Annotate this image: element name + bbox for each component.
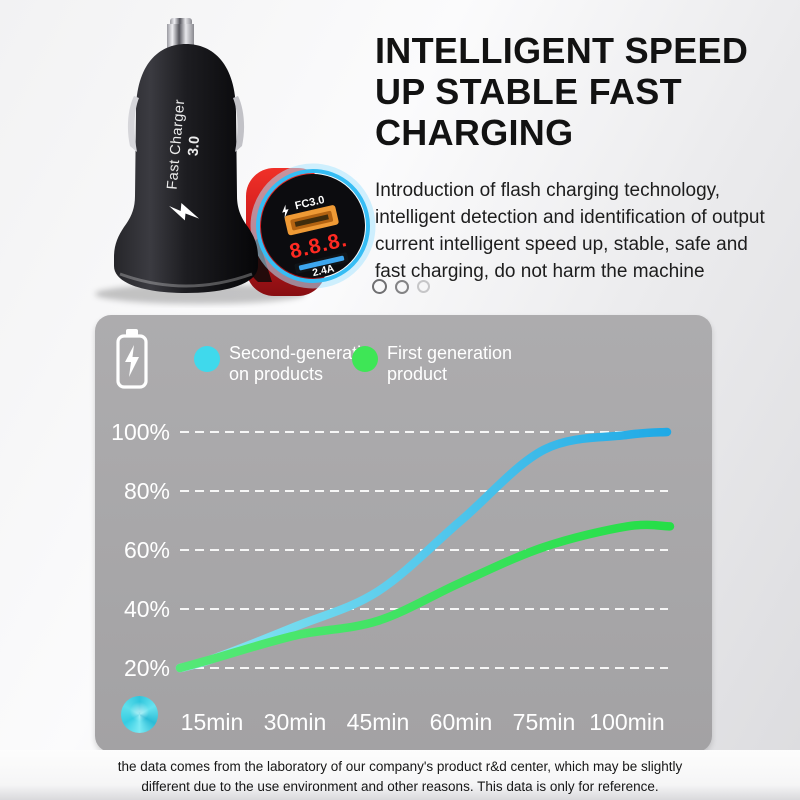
lightning-bolt-icon — [169, 203, 200, 221]
red-charger-face: FC3.0 8.8.8. 2.4A — [250, 163, 376, 289]
disc-icon — [121, 696, 158, 733]
disclaimer-line: different due to the use environment and… — [141, 779, 659, 794]
legend-dot — [352, 346, 378, 372]
y-axis-labels: 100% 80% 60% 40% 20% — [111, 419, 170, 681]
charger-label-line1: Fast Charger — [165, 99, 189, 191]
lightning-bolt-icon — [282, 204, 289, 219]
red-charger: FC3.0 8.8.8. 2.4A — [245, 163, 376, 296]
footer: the data comes from the laboratory of ou… — [0, 750, 800, 800]
product-description: Introduction of flash charging technolog… — [375, 177, 800, 285]
legend-label-line: product — [387, 364, 448, 384]
black-charger: Fast Charger 3.0 — [114, 18, 258, 293]
series-first-generation-line — [175, 520, 675, 673]
carousel-dot[interactable] — [372, 279, 387, 294]
y-tick-label: 80% — [124, 478, 170, 504]
description-line: current intelligent speed up, stable, sa… — [375, 234, 748, 255]
black-charger-label: Fast Charger 3.0 — [165, 99, 204, 221]
x-tick-label: 15min — [181, 709, 244, 735]
side-contact-right — [233, 96, 245, 152]
description-line: fast charging, do not harm the machine — [375, 261, 705, 282]
legend-label-line: First generation — [387, 343, 513, 363]
title-line: UP STABLE FAST — [375, 71, 682, 112]
legend-item-second-generation: Second-generati on products — [194, 343, 361, 385]
disclaimer-text: the data comes from the laboratory of ou… — [0, 757, 800, 797]
y-tick-label: 60% — [124, 537, 170, 563]
legend-label-line: on products — [229, 364, 324, 384]
x-tick-label: 30min — [264, 709, 327, 735]
legend-label-line: Second-generati — [229, 343, 362, 363]
x-tick-label: 100min — [589, 709, 664, 735]
x-axis-labels: 15min 30min 45min 60min 75min 100min — [181, 709, 665, 735]
carousel-dot[interactable] — [417, 280, 430, 293]
title-line: CHARGING — [375, 112, 574, 153]
carousel-dot[interactable] — [395, 279, 409, 294]
disclaimer-line: the data comes from the laboratory of ou… — [117, 759, 683, 774]
y-tick-label: 20% — [124, 655, 170, 681]
product-photo: FC3.0 8.8.8. 2.4A Fast Charger — [95, 18, 376, 304]
battery-charging-icon — [116, 329, 148, 389]
title-line: INTELLIGENT SPEED — [375, 30, 749, 71]
chart-svg: 100% 80% 60% 40% 20% 15min 30min 45min 60min 75m… — [111, 419, 675, 735]
page-title: INTELLIGENT SPEED UP STABLE FAST CHARGIN… — [375, 30, 795, 153]
charger-label-line2: 3.0 — [186, 135, 204, 156]
amp-label: 2.4A — [311, 262, 336, 279]
y-tick-label: 40% — [124, 596, 170, 622]
description-line: Introduction of flash charging technolog… — [375, 180, 721, 201]
x-tick-label: 45min — [347, 709, 410, 735]
legend-item-first-generation: First generation product — [352, 343, 512, 385]
description-line: intelligent detection and identification… — [375, 207, 765, 228]
carousel-dots — [372, 279, 430, 294]
x-tick-label: 60min — [430, 709, 493, 735]
y-tick-label: 100% — [111, 419, 170, 445]
chart-panel: Second-generati on products First genera… — [95, 315, 712, 752]
legend-dot — [194, 346, 220, 372]
x-tick-label: 75min — [513, 709, 576, 735]
side-contact-left — [127, 96, 139, 152]
